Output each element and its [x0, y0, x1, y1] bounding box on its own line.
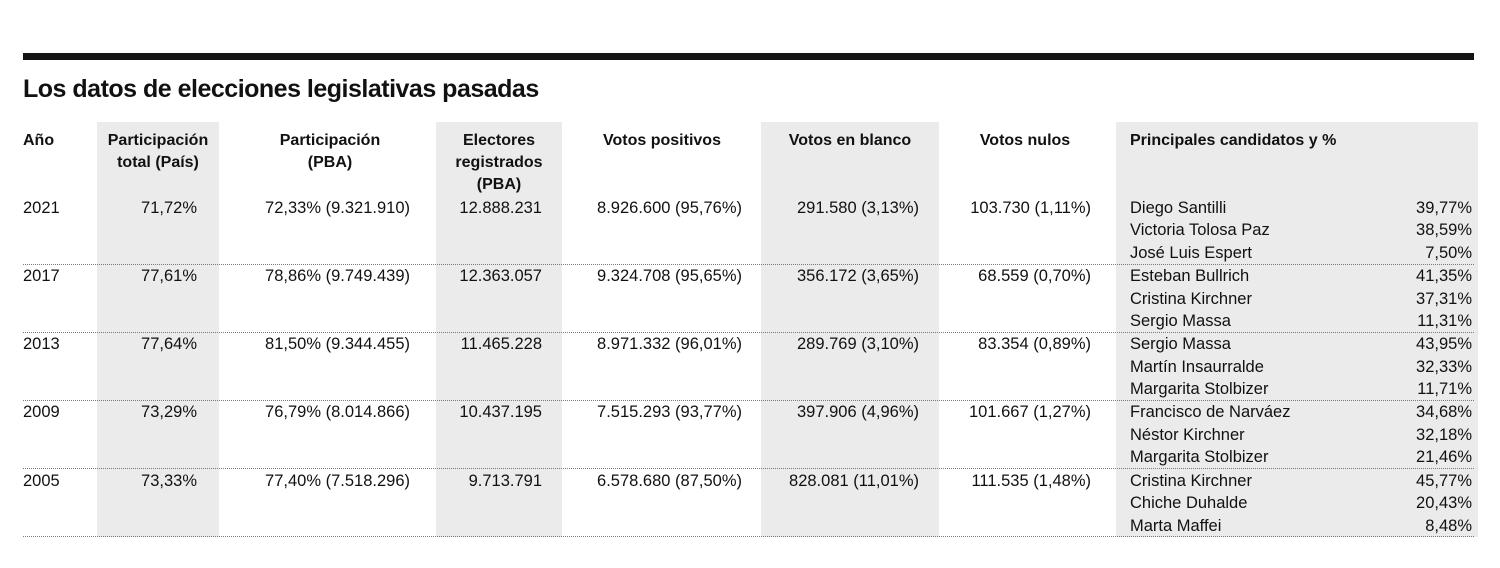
candidate-pct: 20,43%	[1416, 494, 1472, 512]
header-candidatos: Principales candidatos y %	[1130, 132, 1337, 149]
cell-year: 2005	[23, 472, 60, 490]
header-year: Año	[23, 132, 55, 149]
cell-part-pba: 77,40% (7.518.296)	[265, 472, 410, 490]
cell-year: 2021	[23, 199, 60, 217]
shade-part-pais	[97, 122, 219, 537]
cell-nulos: 111.535 (1,48%)	[971, 472, 1091, 490]
row-separator	[23, 536, 1474, 537]
candidate-name: Margarita Stolbizer	[1130, 380, 1269, 398]
candidate-name: Marta Maffei	[1130, 517, 1222, 535]
candidate-name: Victoria Tolosa Paz	[1130, 221, 1270, 239]
candidate-pct: 38,59%	[1416, 221, 1472, 239]
candidate-name: José Luis Espert	[1130, 244, 1252, 262]
header-blanco: Votos en blanco	[788, 132, 912, 149]
cell-electores: 10.437.195	[459, 403, 542, 421]
cell-part-pba: 78,86% (9.749.439)	[265, 267, 410, 285]
cell-blanco: 397.906 (4,96%)	[796, 403, 919, 421]
candidate-name: Margarita Stolbizer	[1130, 448, 1269, 466]
candidate-pct: 11,71%	[1417, 380, 1472, 398]
cell-part-pais: 73,33%	[141, 472, 197, 490]
candidate-pct: 21,46%	[1416, 448, 1472, 466]
row-separator	[23, 400, 1474, 401]
cell-electores: 12.363.057	[459, 267, 542, 285]
cell-blanco: 291.580 (3,13%)	[796, 199, 919, 217]
candidate-pct: 41,35%	[1416, 267, 1472, 285]
cell-part-pais: 77,64%	[141, 335, 197, 353]
cell-electores: 11.465.228	[460, 335, 542, 353]
cell-nulos: 68.559 (0,70%)	[978, 267, 1091, 285]
candidate-pct: 37,31%	[1416, 290, 1472, 308]
top-rule	[23, 53, 1474, 60]
cell-positivos: 9.324.708 (95,65%)	[597, 267, 742, 285]
cell-part-pba: 76,79% (8.014.866)	[265, 403, 410, 421]
candidate-name: Sergio Massa	[1130, 335, 1231, 353]
cell-electores: 9.713.791	[468, 472, 542, 490]
candidate-pct: 39,77%	[1416, 199, 1472, 217]
cell-part-pais: 77,61%	[141, 267, 197, 285]
header-positivos: Votos positivos	[603, 132, 721, 149]
header-electores: Electores registrados (PBA)	[455, 132, 543, 193]
cell-nulos: 103.730 (1,11%)	[970, 199, 1091, 217]
candidate-name: Néstor Kirchner	[1130, 426, 1245, 444]
cell-part-pais: 71,72%	[141, 199, 197, 217]
candidate-name: Cristina Kirchner	[1130, 290, 1252, 308]
row-separator	[23, 332, 1474, 333]
candidate-pct: 45,77%	[1416, 472, 1472, 490]
candidate-name: Chiche Duhalde	[1130, 494, 1248, 512]
cell-part-pba: 81,50% (9.344.455)	[265, 335, 410, 353]
cell-nulos: 101.667 (1,27%)	[968, 403, 1091, 421]
cell-nulos: 83.354 (0,89%)	[978, 335, 1091, 353]
shade-candidatos	[1116, 122, 1478, 537]
header-part-pais: Participación total (País)	[107, 132, 209, 171]
cell-blanco: 289.769 (3,10%)	[796, 335, 919, 353]
cell-year: 2009	[23, 403, 60, 421]
candidate-name: Esteban Bullrich	[1130, 267, 1250, 285]
row-separator	[23, 264, 1474, 265]
candidate-name: Sergio Massa	[1130, 312, 1231, 330]
cell-positivos: 7.515.293 (93,77%)	[597, 403, 742, 421]
candidate-pct: 43,95%	[1416, 335, 1472, 353]
cell-positivos: 8.926.600 (95,76%)	[597, 199, 742, 217]
candidate-pct: 34,68%	[1416, 403, 1472, 421]
header-nulos: Votos nulos	[979, 132, 1071, 149]
cell-positivos: 8.971.332 (96,01%)	[597, 335, 742, 353]
candidate-pct: 7,50%	[1425, 244, 1472, 262]
cell-year: 2013	[23, 335, 60, 353]
candidate-pct: 8,48%	[1425, 517, 1472, 535]
shade-electores	[436, 122, 562, 537]
candidate-name: Diego Santilli	[1130, 199, 1227, 217]
shade-blanco	[761, 122, 939, 537]
candidate-name: Cristina Kirchner	[1130, 472, 1252, 490]
header-part-pba: Participación (PBA)	[279, 132, 381, 171]
candidate-pct: 11,31%	[1417, 312, 1472, 330]
cell-part-pais: 73,29%	[141, 403, 197, 421]
cell-blanco: 356.172 (3,65%)	[796, 267, 919, 285]
cell-part-pba: 72,33% (9.321.910)	[265, 199, 410, 217]
candidate-pct: 32,18%	[1416, 426, 1472, 444]
page-title: Los datos de elecciones legislativas pas…	[23, 75, 539, 103]
cell-positivos: 6.578.680 (87,50%)	[597, 472, 742, 490]
candidate-name: Francisco de Narváez	[1130, 403, 1291, 421]
cell-electores: 12.888.231	[459, 199, 542, 217]
cell-year: 2017	[23, 267, 60, 285]
candidate-pct: 32,33%	[1416, 358, 1472, 376]
candidate-name: Martín Insaurralde	[1130, 358, 1264, 376]
cell-blanco: 828.081 (11,01%)	[789, 472, 919, 490]
row-separator	[23, 468, 1474, 469]
